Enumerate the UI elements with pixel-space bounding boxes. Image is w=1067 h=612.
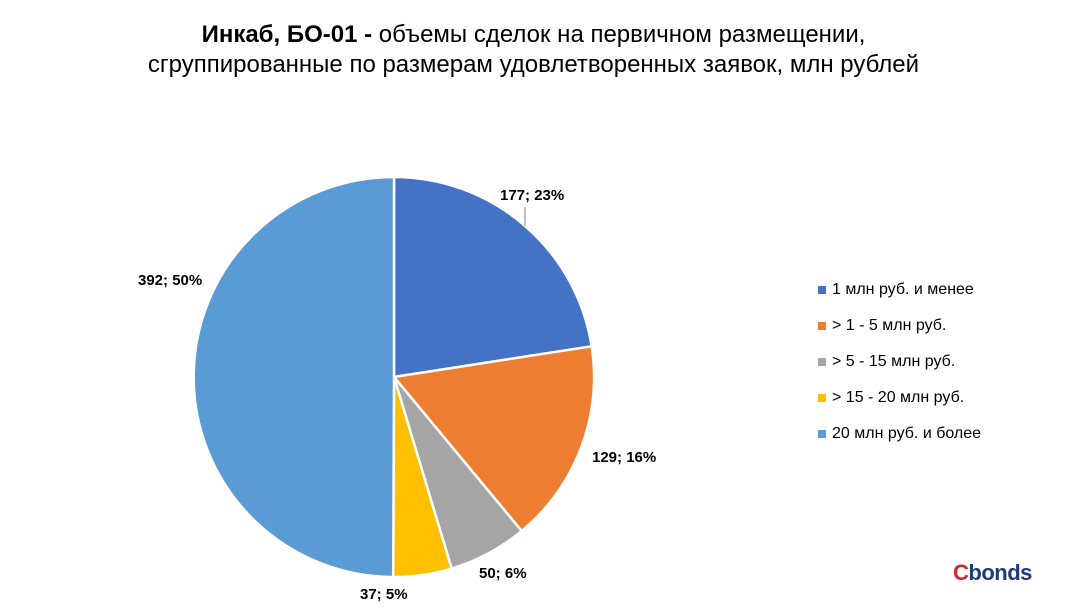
legend-swatch — [818, 430, 826, 438]
legend-item: > 5 - 15 млн руб. — [818, 344, 981, 380]
legend-item: 1 млн руб. и менее — [818, 272, 981, 308]
pie-slice — [392, 345, 596, 533]
legend-swatch — [818, 322, 826, 330]
cbonds-logo: Cbonds — [953, 560, 1032, 586]
slice-data-label: 50; 6% — [479, 565, 527, 582]
chart-title: Инкаб, БО-01 - объемы сделок на первично… — [0, 20, 1067, 80]
legend-label: > 5 - 15 млн руб. — [832, 353, 956, 370]
logo-letter: C — [953, 560, 969, 585]
slice-data-label: 37; 5% — [360, 586, 408, 603]
legend-swatch — [818, 286, 826, 294]
chart-title-line1: Инкаб, БО-01 - объемы сделок на первично… — [0, 20, 1067, 50]
pie-slice — [192, 175, 396, 579]
legend-item: > 1 - 5 млн руб. — [818, 308, 981, 344]
legend-label: 20 млн руб. и более — [832, 425, 982, 442]
pie-slice — [392, 175, 593, 379]
legend-item: 20 млн руб. и более — [818, 416, 981, 452]
legend: 1 млн руб. и менее > 1 - 5 млн руб. > 5 - … — [818, 272, 981, 452]
slice-data-label: 177; 23% — [500, 187, 565, 204]
logo-rest: bonds — [968, 560, 1032, 585]
slice-data-label: 392; 50% — [138, 272, 203, 289]
chart-title-rest: объемы сделок на первичном размещении, — [372, 21, 866, 48]
legend-item: > 15 - 20 млн руб. — [818, 380, 981, 416]
slice-data-label: 129; 16% — [592, 449, 657, 466]
chart-title-line2: сгруппированные по размерам удовлетворен… — [147, 51, 920, 78]
legend-label: 1 млн руб. и менее — [832, 281, 974, 298]
chart-title-bold: Инкаб, БО-01 - — [201, 21, 373, 48]
pie-slices — [192, 175, 596, 579]
legend-swatch — [818, 394, 826, 402]
legend-swatch — [818, 358, 826, 366]
legend-label: > 1 - 5 млн руб. — [832, 317, 947, 334]
legend-label: > 15 - 20 млн руб. — [832, 389, 965, 406]
